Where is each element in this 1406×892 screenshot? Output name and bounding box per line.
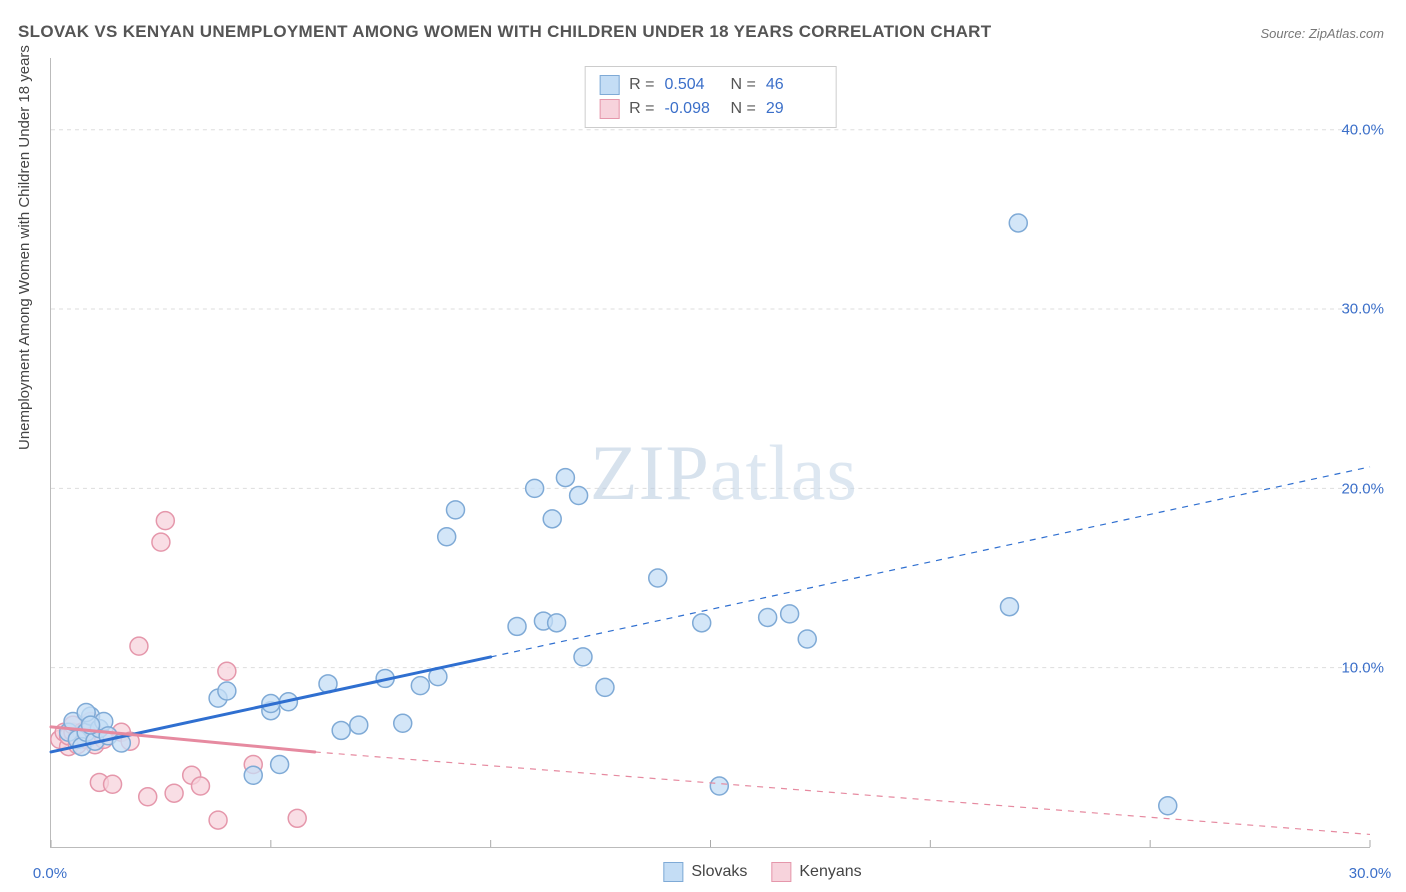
legend: Slovaks Kenyans bbox=[663, 862, 861, 882]
chart-title: SLOVAK VS KENYAN UNEMPLOYMENT AMONG WOME… bbox=[18, 22, 991, 42]
swatch-kenyans bbox=[599, 99, 619, 119]
legend-item-kenyans: Kenyans bbox=[771, 862, 861, 882]
legend-label-kenyans: Kenyans bbox=[799, 863, 861, 881]
stat-r-kenyans: -0.098 bbox=[665, 97, 721, 121]
y-axis-label: Unemployment Among Women with Children U… bbox=[16, 45, 33, 450]
scatter-plot-svg bbox=[51, 58, 1370, 847]
y-tick-label: 40.0% bbox=[1341, 121, 1384, 138]
y-tick-label: 30.0% bbox=[1341, 301, 1384, 318]
stat-n-kenyans: 29 bbox=[766, 97, 822, 121]
stat-n-slovaks: 46 bbox=[766, 73, 822, 97]
stats-box: R = 0.504 N = 46 R = -0.098 N = 29 bbox=[584, 66, 837, 128]
stats-row-slovaks: R = 0.504 N = 46 bbox=[599, 73, 822, 97]
stat-n-label: N = bbox=[731, 73, 756, 97]
stats-row-kenyans: R = -0.098 N = 29 bbox=[599, 97, 822, 121]
swatch-slovaks bbox=[599, 75, 619, 95]
x-tick-label: 0.0% bbox=[33, 865, 67, 882]
stat-r-label: R = bbox=[629, 73, 654, 97]
source-attribution: Source: ZipAtlas.com bbox=[1260, 26, 1384, 41]
chart-plot-area: R = 0.504 N = 46 R = -0.098 N = 29 ZIPat… bbox=[50, 58, 1370, 848]
stat-r-label-2: R = bbox=[629, 97, 654, 121]
y-tick-label: 20.0% bbox=[1341, 480, 1384, 497]
stat-n-label-2: N = bbox=[731, 97, 756, 121]
legend-item-slovaks: Slovaks bbox=[663, 862, 747, 882]
legend-swatch-slovaks bbox=[663, 862, 683, 882]
y-tick-label: 10.0% bbox=[1341, 660, 1384, 677]
stat-r-slovaks: 0.504 bbox=[665, 73, 721, 97]
legend-label-slovaks: Slovaks bbox=[691, 863, 747, 881]
x-tick-label: 30.0% bbox=[1349, 865, 1392, 882]
legend-swatch-kenyans bbox=[771, 862, 791, 882]
